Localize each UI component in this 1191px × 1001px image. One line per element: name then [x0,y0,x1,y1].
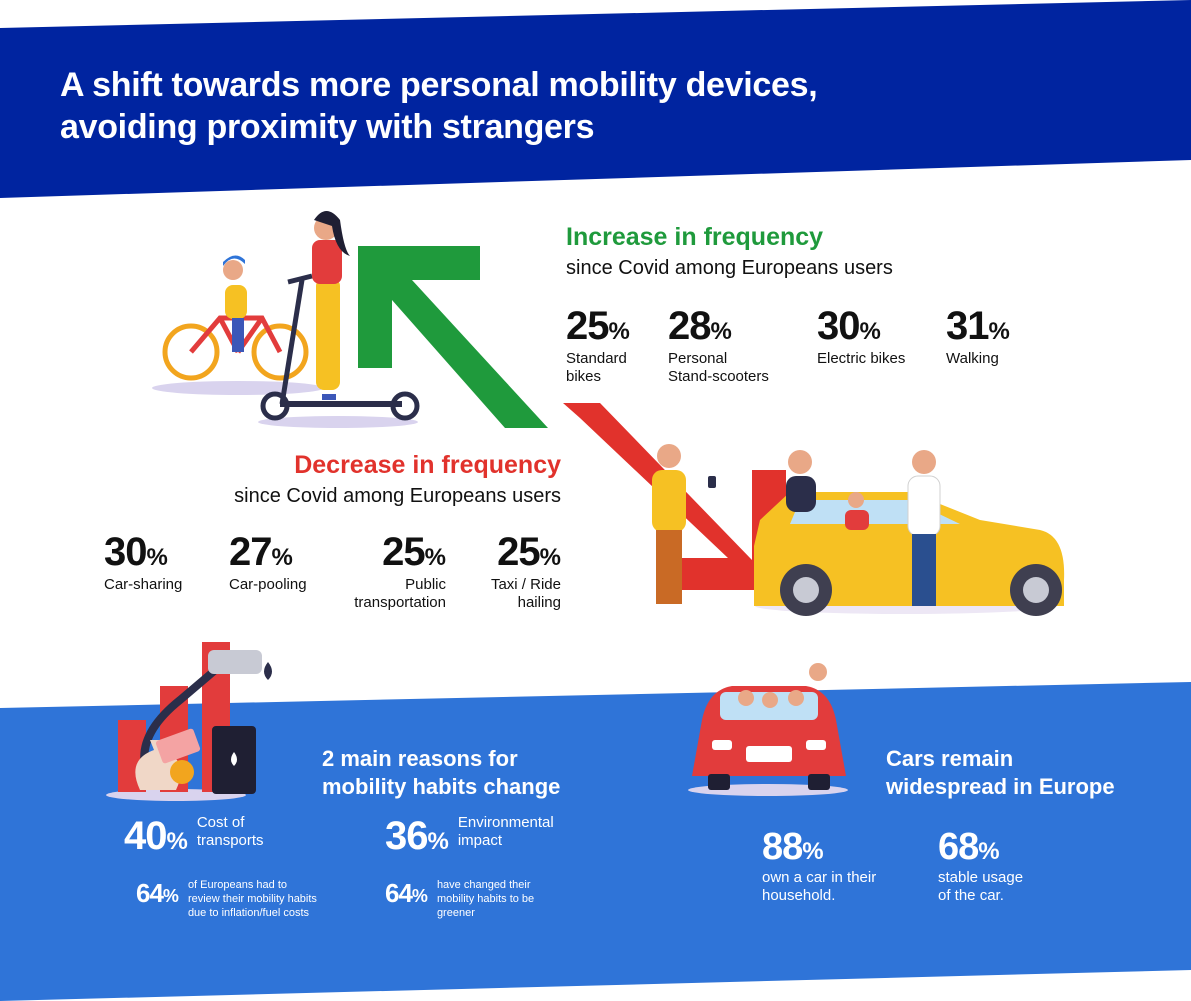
stat-unit: % [859,318,881,345]
stat-environmental-impact: 36% Environmental impact [385,814,554,859]
stat-label: Walking [946,350,999,367]
stat-unit: % [988,318,1010,345]
stat-cost-of-transports: 40% Cost of transports [124,814,264,859]
scooter-icon [258,211,420,428]
cars-title: Cars remain widespread in Europe [886,746,1115,799]
stat-label: of Europeans had to review their mobility… [187,879,317,919]
stat-unit: % [710,318,732,345]
stat-car-pooling: 27% Car-pooling [229,530,307,594]
stat-value: 25 [382,530,425,574]
stat-label: have changed their mobility habits to be g… [436,879,535,919]
stat-value: 25 [497,530,540,574]
increase-heading: Increase in frequency [566,223,824,251]
stat-unit: % [539,544,561,571]
page-title: A shift towards more personal mobility d… [60,64,818,148]
stat-standard-bikes: 25% Standard bikes [566,304,630,386]
stat-public-transportation: 25% Public transportation [354,530,446,612]
increase-subheading: since Covid among Europeans users [566,257,893,279]
decrease-heading: Decrease in frequency [294,451,561,479]
page-title-line2: avoiding proximity with strangers [60,108,595,146]
stat-value: 30 [104,530,147,574]
header-background [0,0,1191,198]
stat-unit: % [802,838,824,865]
red-arrow-down-icon [563,403,786,590]
reasons-title: 2 main reasons for mobility habits change [322,746,561,799]
stat-stable-usage: 68% stable usage of the car. [938,826,1023,905]
stat-value: 30 [817,304,860,348]
stat-label: Cost of transports [196,814,264,849]
stat-electric-bikes: 30% Electric bikes [817,304,905,368]
stat-label: Electric bikes [817,350,906,367]
stat-value: 40% [124,814,188,858]
stat-env-detail: 64% have changed their mobility habits to… [385,878,534,920]
decrease-subheading: since Covid among Europeans users [234,485,561,507]
stat-stand-scooters: 28% Personal Stand-scooters [668,304,769,386]
stat-label: Standard bikes [566,350,627,385]
stat-value: 64% [385,878,428,908]
stat-label: Personal Stand-scooters [668,350,769,385]
stat-value: 68 [938,826,979,868]
header-band: A shift towards more personal mobility d… [0,0,1191,200]
stat-cost-detail: 64% of Europeans had to review their mobi… [136,878,317,920]
stat-label: stable usage of the car. [938,869,1024,904]
stat-taxi-ride-hailing: 25% Taxi / Ride hailing [491,530,561,612]
page-title-line1: A shift towards more personal mobility d… [60,66,818,104]
stat-own-a-car: 88% own a car in their household. [762,826,876,905]
stat-unit: % [978,838,1000,865]
stat-label: own a car in their household. [762,869,877,904]
stat-value: 28 [668,304,711,348]
stat-unit: % [146,544,168,571]
stat-unit: % [608,318,630,345]
yellow-car-icon [652,444,1065,616]
stat-value: 27 [229,530,272,574]
bottom-background [0,682,1191,1001]
stat-value: 31 [946,304,989,348]
stat-unit: % [424,544,446,571]
stat-label: Environmental impact [457,814,554,849]
stat-walking: 31% Walking [946,304,1010,368]
stat-value: 25 [566,304,609,348]
stat-label: Car-pooling [229,576,307,593]
stat-unit: % [271,544,293,571]
bicycle-icon [152,255,324,395]
stat-label: Taxi / Ride hailing [490,576,561,611]
stat-label: Public transportation [354,576,446,611]
stat-value: 88 [762,826,803,868]
green-arrow-up-icon [358,246,548,428]
stat-value: 36% [385,814,449,858]
stat-label: Car-sharing [104,576,183,593]
stat-car-sharing: 30% Car-sharing [104,530,182,594]
stat-value: 64% [136,878,179,908]
bottom-band [0,660,1191,1001]
